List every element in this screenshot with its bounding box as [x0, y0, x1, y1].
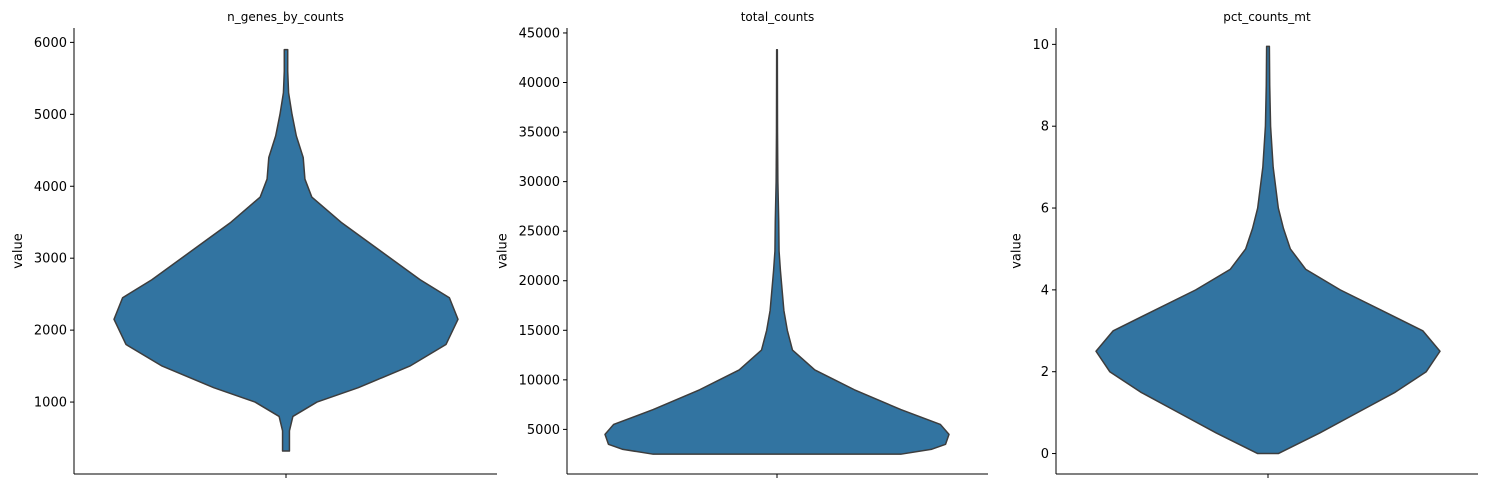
y-tick-label: 6000: [34, 36, 67, 51]
y-tick-label: 45000: [519, 26, 560, 41]
y-tick-label: 6: [1041, 202, 1049, 217]
violin-body: [1095, 45, 1441, 455]
y-tick-label: 4: [1041, 283, 1049, 298]
y-tick-label: 15000: [519, 324, 560, 339]
y-tick-label: 20000: [519, 274, 560, 289]
y-tick-label: 0: [1041, 447, 1049, 462]
panel-title: total_counts: [741, 10, 815, 24]
panel-title: pct_counts_mt: [1223, 10, 1311, 24]
y-tick-label: 8: [1041, 120, 1049, 135]
y-tick-label: 5000: [34, 108, 67, 123]
y-tick-label: 2000: [34, 324, 67, 339]
y-tick-label: 35000: [519, 126, 560, 141]
y-axis-label: value: [496, 233, 511, 269]
panel-title: n_genes_by_counts: [227, 10, 344, 24]
y-tick-label: 1000: [34, 396, 67, 411]
violin-body: [113, 48, 459, 452]
violin-panel-2: 5000 10000 15000 20000 25000 30000 35000 40000 4…: [496, 10, 988, 478]
y-tick-label: 5000: [527, 423, 560, 438]
y-tick-label: 4000: [34, 180, 67, 195]
y-tick-label: 10: [1032, 38, 1049, 53]
y-axis-label: value: [1009, 233, 1024, 269]
y-tick-label: 30000: [519, 175, 560, 190]
y-tick-label: 40000: [519, 76, 560, 91]
violin-panel-1: 1000 2000 3000 4000 5000 6000 n_genes_by_count…: [11, 10, 497, 478]
y-tick-label: 10000: [519, 373, 560, 388]
y-tick-label: 25000: [519, 225, 560, 240]
y-axis-label: value: [11, 233, 26, 269]
violin-body: [604, 49, 950, 455]
y-tick-label: 2: [1041, 365, 1049, 380]
y-tick-label: 3000: [34, 252, 67, 267]
